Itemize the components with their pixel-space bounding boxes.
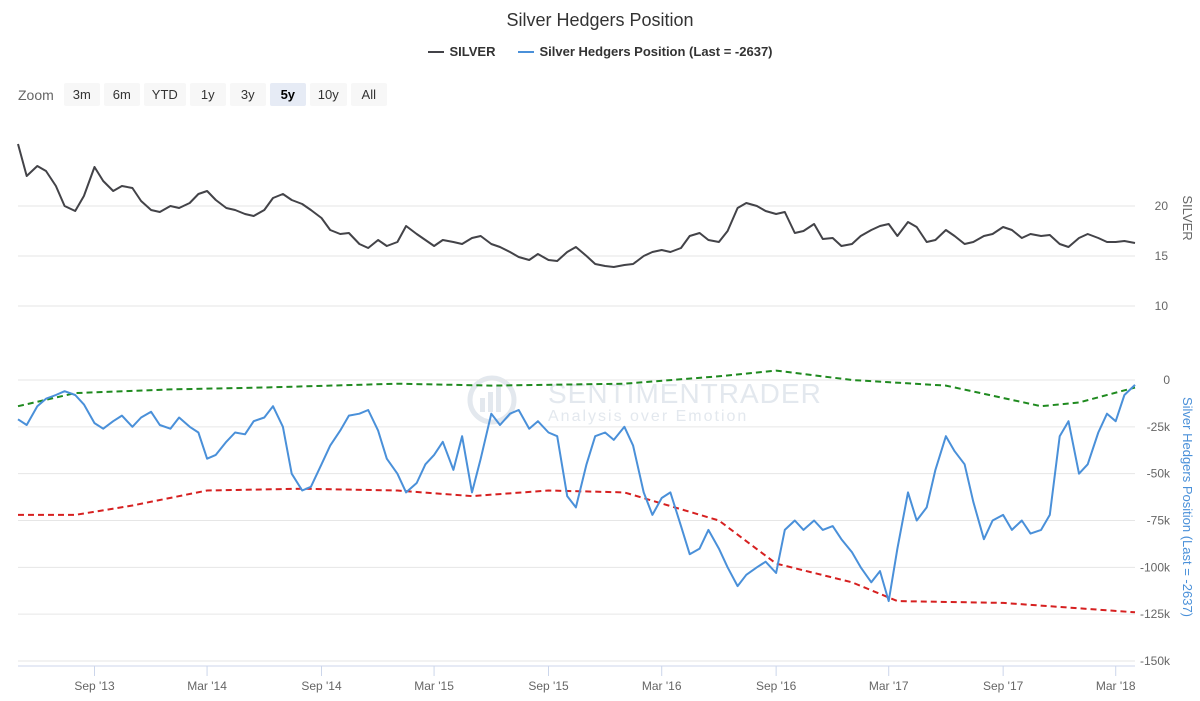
silver-ytick-0: 10 xyxy=(1155,299,1169,313)
watermark-subtext: Analysis over Emotion xyxy=(548,408,749,425)
hedgers-ytick-5: -125k xyxy=(1140,607,1171,621)
hedgers-ytick-3: -75k xyxy=(1147,514,1171,528)
watermark-text: SENTIMENTRADER xyxy=(548,378,822,409)
x-tick-label-8: Sep '17 xyxy=(983,679,1024,693)
silver-ytick-2: 20 xyxy=(1155,199,1169,213)
x-tick-label-7: Mar '17 xyxy=(869,679,909,693)
x-tick-label-6: Sep '16 xyxy=(756,679,797,693)
x-tick-label-4: Sep '15 xyxy=(528,679,569,693)
x-tick-label-1: Mar '14 xyxy=(187,679,227,693)
x-tick-label-3: Mar '15 xyxy=(414,679,454,693)
legend-label-hedgers: Silver Hedgers Position (Last = -2637) xyxy=(539,44,773,59)
legend-swatch-silver xyxy=(427,50,444,53)
hedgers-series-line[interactable] xyxy=(17,384,1136,603)
hedgers-ytick-4: -100k xyxy=(1140,560,1171,574)
zoom-button-3m[interactable]: 3m xyxy=(63,83,100,106)
zoom-button-1y[interactable]: 1y xyxy=(189,83,226,106)
zoom-button-6m[interactable]: 6m xyxy=(103,83,140,106)
chart-title: Silver Hedgers Position xyxy=(506,10,694,30)
hedgers-ytick-6: -150k xyxy=(1140,654,1171,668)
grid-layer xyxy=(18,205,1135,662)
silver-axis-title: SILVER xyxy=(1180,195,1195,240)
upper-band-line[interactable] xyxy=(17,369,1136,408)
legend-label-silver: SILVER xyxy=(449,44,496,59)
zoom-label: Zoom xyxy=(18,86,54,103)
x-tick-label-5: Mar '16 xyxy=(642,679,682,693)
axis-layer: 10 15 20 0 -25k -50k -75k -100k -125k -150k Sep '1… xyxy=(18,195,1195,693)
zoom-button-3y[interactable]: 3y xyxy=(229,83,266,106)
x-tick-label-2: Sep '14 xyxy=(301,679,342,693)
zoom-button-5y[interactable]: 5y xyxy=(269,83,306,106)
legend-item-silver[interactable]: SILVER xyxy=(427,44,496,59)
legend-item-hedgers[interactable]: Silver Hedgers Position (Last = -2637) xyxy=(517,44,773,59)
hedgers-ytick-0: 0 xyxy=(1163,373,1170,387)
zoom-button-all[interactable]: All xyxy=(350,83,387,106)
zoom-button-10y[interactable]: 10y xyxy=(309,83,347,106)
legend-swatch-hedgers xyxy=(517,50,534,53)
silver-series-line[interactable] xyxy=(17,143,1136,268)
watermark-logo-icon xyxy=(467,375,517,425)
legend: SILVER Silver Hedgers Position (Last = -… xyxy=(0,44,1200,59)
hedgers-ytick-1: -25k xyxy=(1147,420,1171,434)
series-layer xyxy=(17,143,1136,614)
x-tick-label-9: Mar '18 xyxy=(1096,679,1136,693)
zoom-bar: Zoom 3m 6m YTD 1y 3y 5y 10y All xyxy=(18,83,387,106)
x-tick-label-0: Sep '13 xyxy=(74,679,115,693)
hedgers-axis-title: Silver Hedgers Position (Last = -2637) xyxy=(1180,397,1195,617)
zoom-button-ytd[interactable]: YTD xyxy=(143,83,186,106)
lower-band-line[interactable] xyxy=(18,487,1136,614)
hedgers-ytick-2: -50k xyxy=(1147,467,1171,481)
silver-ytick-1: 15 xyxy=(1155,249,1169,263)
